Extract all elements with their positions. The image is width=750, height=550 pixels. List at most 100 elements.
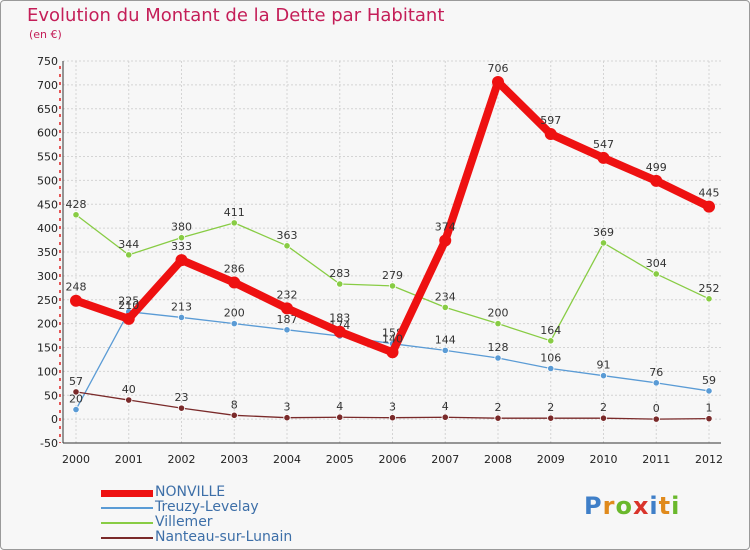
legend-swatch [101, 522, 153, 524]
y-tick-label: 700 [37, 79, 58, 92]
y-tick-label: 100 [37, 365, 58, 378]
data-point [283, 326, 291, 334]
data-label: 374 [435, 221, 456, 234]
logo-letter: i [649, 492, 659, 520]
data-label: 225 [118, 295, 139, 308]
data-point [652, 379, 660, 387]
data-point [705, 295, 713, 303]
y-tick-label: 300 [37, 270, 58, 283]
data-label: 286 [224, 263, 245, 276]
y-tick-label: -50 [40, 437, 58, 450]
logo-letter: P [584, 492, 603, 520]
data-point [228, 276, 241, 289]
data-label: 40 [122, 383, 136, 396]
data-label: 2 [495, 401, 502, 414]
data-label: 411 [224, 206, 245, 219]
x-tick-label: 2000 [62, 453, 90, 466]
data-point [650, 174, 663, 187]
x-tick-label: 2005 [326, 453, 354, 466]
data-point [336, 413, 344, 421]
data-label: 706 [488, 62, 509, 75]
data-label: 76 [649, 366, 663, 379]
data-point [597, 151, 610, 164]
x-tick-label: 2009 [537, 453, 565, 466]
y-tick-label: 0 [51, 413, 58, 426]
legend-label: Treuzy-Levelay [155, 499, 259, 515]
data-label: 213 [171, 300, 192, 313]
data-label: 597 [540, 114, 561, 127]
data-label: 380 [171, 221, 192, 234]
legend-label: Nanteau-sur-Lunain [155, 529, 293, 545]
data-label: 363 [277, 229, 298, 242]
data-label: 128 [488, 341, 509, 354]
y-tick-label: 450 [37, 198, 58, 211]
x-tick-label: 2008 [484, 453, 512, 466]
data-label: 304 [646, 257, 667, 270]
data-label: 2 [547, 401, 554, 414]
data-point [283, 414, 291, 422]
data-label: 232 [277, 288, 298, 301]
logo-letter: o [615, 492, 633, 520]
x-tick-label: 2007 [431, 453, 459, 466]
data-point [175, 254, 188, 267]
data-point [125, 396, 133, 404]
data-label: 4 [336, 400, 343, 413]
data-point [547, 364, 555, 373]
proxiti-logo: Proxiti [584, 492, 680, 520]
data-point [283, 242, 291, 250]
data-label: 91 [597, 359, 611, 372]
data-point [125, 251, 133, 259]
data-label: 445 [699, 187, 720, 200]
logo-letter: i [671, 492, 681, 520]
y-tick-label: 400 [37, 222, 58, 235]
data-label: 106 [540, 352, 561, 365]
data-label: 140 [382, 332, 403, 345]
data-point [599, 239, 608, 247]
data-point [388, 282, 397, 290]
chart-unit: (en €) [29, 28, 62, 41]
data-point [333, 325, 346, 338]
data-point [599, 372, 608, 380]
data-label: 369 [593, 226, 614, 239]
legend-label: Villemer [155, 514, 213, 530]
logo-letter: x [632, 492, 650, 520]
x-tick-label: 2003 [220, 453, 248, 466]
legend-swatch [101, 507, 153, 509]
data-point [281, 302, 293, 315]
data-label: 252 [699, 282, 720, 295]
data-point [441, 413, 449, 421]
data-point [599, 414, 608, 422]
data-point [388, 414, 397, 422]
data-label: 57 [69, 375, 83, 388]
y-tick-label: 350 [37, 246, 58, 259]
data-label: 344 [118, 238, 139, 251]
data-point [439, 234, 452, 247]
y-tick-label: 250 [37, 294, 58, 307]
data-point [705, 387, 713, 395]
data-point [441, 303, 449, 311]
data-point [494, 320, 502, 328]
data-label: 1 [706, 402, 713, 415]
logo-letter: r [602, 492, 616, 520]
legend-swatch [101, 537, 153, 539]
y-tick-label: 750 [37, 55, 58, 68]
data-point [177, 404, 186, 412]
x-tick-label: 2011 [642, 453, 670, 466]
data-label: 234 [435, 290, 456, 303]
data-label: 8 [231, 398, 238, 411]
data-point [547, 414, 555, 422]
data-point [705, 415, 713, 423]
y-tick-label: 200 [37, 318, 58, 331]
data-label: 4 [442, 400, 449, 413]
data-label: 0 [653, 402, 660, 415]
data-label: 200 [488, 307, 509, 320]
data-label: 499 [646, 161, 667, 174]
data-label: 3 [284, 401, 291, 414]
y-tick-label: 500 [37, 174, 58, 187]
data-label: 547 [593, 138, 614, 151]
data-point [70, 294, 82, 307]
data-point [177, 234, 186, 242]
data-label: 2 [600, 401, 607, 414]
